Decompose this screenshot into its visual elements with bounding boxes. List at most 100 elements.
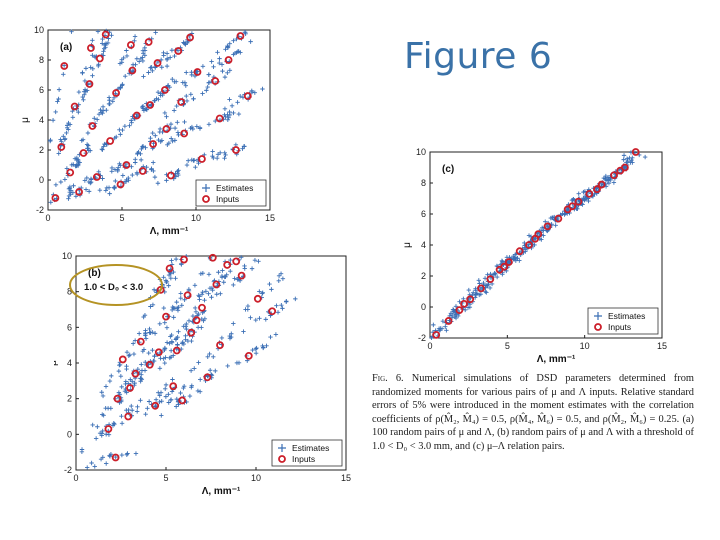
estimate-point [171, 108, 177, 113]
estimate-point [242, 266, 247, 271]
estimate-point [186, 287, 192, 292]
estimate-point [167, 341, 172, 346]
estimate-point [231, 321, 236, 326]
slide-title: Figure 6 [404, 36, 553, 77]
estimate-point [211, 64, 216, 70]
estimate-point [152, 174, 158, 180]
estimate-point [276, 278, 281, 283]
input-point [183, 291, 192, 300]
estimate-point [101, 49, 106, 54]
estimate-point [206, 122, 212, 127]
estimate-point [101, 46, 107, 51]
estimate-point [582, 197, 588, 202]
input-point [244, 351, 253, 360]
estimate-point [185, 338, 191, 344]
estimate-point [83, 89, 88, 94]
estimate-point [485, 272, 490, 277]
estimate-point [75, 157, 81, 162]
estimate-point [249, 89, 255, 95]
estimate-point [143, 359, 148, 365]
estimate-point [199, 292, 205, 297]
estimate-point [213, 118, 218, 124]
estimate-point [219, 62, 225, 67]
estimate-point [129, 403, 134, 409]
estimate-point [205, 84, 210, 90]
estimate-point [628, 160, 633, 165]
estimate-point [192, 366, 197, 371]
estimate-point [576, 191, 581, 196]
estimate-point [193, 309, 199, 315]
estimate-point [140, 144, 145, 149]
estimate-point [162, 360, 167, 366]
estimate-point [184, 326, 189, 332]
estimate-point [436, 326, 442, 331]
input-point [144, 38, 153, 46]
estimate-point [463, 307, 468, 313]
estimate-point [86, 189, 92, 194]
input-point [118, 355, 127, 364]
estimate-point [70, 108, 75, 114]
estimate-point [130, 62, 136, 67]
input-point [466, 295, 475, 304]
estimate-point [133, 157, 138, 162]
panel-label: (c) [442, 164, 454, 175]
input-point [223, 261, 232, 269]
estimate-point [431, 322, 436, 328]
estimate-point [112, 135, 117, 141]
estimate-point [586, 198, 591, 204]
estimate-point [484, 290, 489, 295]
estimate-point [526, 233, 532, 238]
estimate-point [253, 317, 258, 323]
estimate-point [621, 153, 627, 158]
estimate-point [142, 48, 148, 53]
x-tick-label: 10 [191, 213, 201, 223]
estimate-point [203, 289, 209, 294]
estimate-point [143, 145, 148, 150]
input-point [95, 54, 104, 63]
estimate-point [222, 74, 228, 80]
estimate-point [112, 185, 117, 191]
x-tick-label: 0 [73, 473, 78, 483]
estimate-point [138, 376, 144, 381]
estimate-point [170, 76, 175, 82]
estimate-point [197, 126, 203, 131]
input-point [177, 98, 186, 106]
estimate-point [127, 123, 132, 128]
y-tick-label: 6 [67, 322, 72, 332]
estimate-point [222, 112, 227, 118]
estimate-point [188, 368, 194, 373]
estimate-point [141, 51, 146, 56]
estimate-point [140, 55, 145, 60]
estimate-point [225, 44, 231, 49]
x-axis-label: Λ, mm⁻¹ [202, 486, 241, 497]
caption-lead: Fig. 6. [372, 373, 404, 384]
estimate-point [100, 104, 106, 110]
estimate-point [198, 377, 203, 382]
y-tick-label: 2 [39, 145, 44, 155]
input-point [554, 214, 563, 223]
estimate-point [111, 95, 117, 101]
estimate-point [621, 157, 626, 162]
input-point [112, 89, 120, 97]
input-point [136, 337, 145, 346]
input-point [236, 32, 245, 40]
estimate-point [96, 169, 101, 175]
estimate-point [176, 132, 181, 138]
input-point [162, 125, 171, 133]
estimate-point [146, 399, 152, 404]
estimate-point [189, 72, 194, 78]
input-point [486, 275, 495, 284]
estimate-point [141, 108, 147, 113]
estimate-point [232, 276, 237, 281]
y-tick-label: 2 [421, 271, 426, 281]
estimate-point [99, 390, 104, 395]
estimate-point [168, 275, 174, 281]
estimate-point [163, 386, 168, 391]
estimate-point [179, 262, 184, 267]
caption-text: Numerical simulations of DSD parameters … [372, 373, 695, 452]
input-point [174, 47, 183, 55]
estimate-point [164, 325, 170, 330]
estimate-point [174, 103, 179, 109]
estimate-point [231, 282, 236, 288]
estimate-point [176, 172, 181, 178]
